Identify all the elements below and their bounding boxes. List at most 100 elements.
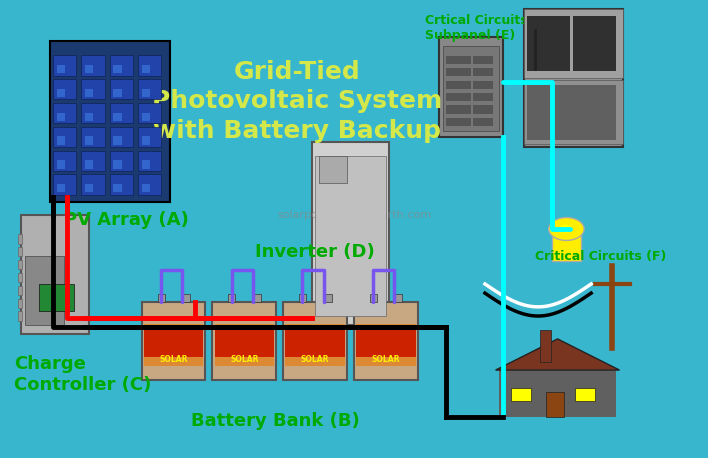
Bar — [354, 302, 418, 380]
Bar — [110, 55, 133, 76]
Circle shape — [549, 218, 584, 240]
Bar — [540, 330, 551, 362]
Bar — [81, 55, 105, 76]
Text: Grid-Tied
Photovoltaic System
with Battery Backup: Grid-Tied Photovoltaic System with Batte… — [152, 60, 442, 143]
Bar — [552, 229, 581, 261]
Bar — [527, 16, 570, 71]
Bar — [524, 80, 623, 144]
Bar — [144, 326, 203, 357]
Text: Critical Circuits (F): Critical Circuits (F) — [535, 250, 666, 262]
Bar — [138, 174, 161, 195]
Bar — [110, 103, 133, 123]
Bar — [21, 215, 88, 334]
Text: PV Array (A): PV Array (A) — [64, 211, 188, 229]
Bar — [18, 260, 22, 269]
Bar — [253, 294, 261, 302]
Bar — [85, 65, 93, 73]
Bar — [446, 81, 471, 89]
Bar — [473, 68, 493, 76]
Bar — [228, 294, 235, 302]
Bar — [113, 160, 122, 169]
Bar — [157, 294, 164, 302]
Bar — [142, 184, 150, 192]
Bar — [113, 184, 122, 192]
Bar — [138, 151, 161, 171]
Bar — [395, 294, 402, 302]
Bar — [18, 234, 22, 244]
Bar — [527, 85, 616, 140]
Bar — [312, 142, 389, 325]
Bar — [575, 388, 595, 401]
Bar — [57, 65, 65, 73]
Bar — [110, 79, 133, 99]
Bar — [510, 388, 531, 401]
Bar — [53, 174, 76, 195]
Bar — [473, 105, 493, 114]
Bar — [142, 65, 150, 73]
Bar — [85, 184, 93, 192]
Bar — [524, 9, 623, 78]
Bar — [57, 184, 65, 192]
Bar — [183, 294, 190, 302]
Bar — [113, 65, 122, 73]
Text: Battery Bank (B): Battery Bank (B) — [191, 412, 360, 430]
Bar — [142, 160, 150, 169]
Bar — [53, 55, 76, 76]
Bar — [473, 118, 493, 126]
Bar — [356, 326, 416, 357]
Bar — [81, 103, 105, 123]
Bar — [81, 79, 105, 99]
Bar — [113, 136, 122, 145]
Bar — [215, 326, 274, 357]
Bar — [81, 151, 105, 171]
Bar — [81, 127, 105, 147]
Bar — [39, 284, 74, 311]
Bar — [57, 113, 65, 121]
Text: SOLAR: SOLAR — [230, 354, 258, 364]
Text: SOLAR: SOLAR — [372, 354, 400, 364]
Bar — [446, 118, 471, 126]
Bar — [113, 89, 122, 97]
Bar — [110, 127, 133, 147]
Bar — [18, 299, 22, 308]
Bar — [546, 392, 564, 417]
Bar — [50, 41, 170, 202]
Text: Inverter (D): Inverter (D) — [255, 243, 375, 261]
Bar — [499, 370, 616, 417]
Text: SOLAR: SOLAR — [159, 354, 188, 364]
Bar — [110, 151, 133, 171]
Bar — [439, 37, 503, 137]
Bar — [57, 160, 65, 169]
Bar — [18, 247, 22, 256]
Bar — [442, 46, 499, 131]
Bar — [573, 16, 616, 71]
Bar — [142, 302, 205, 380]
Bar — [142, 89, 150, 97]
Text: SOLAR: SOLAR — [301, 354, 329, 364]
Bar — [53, 103, 76, 123]
Bar — [85, 89, 93, 97]
Bar — [53, 151, 76, 171]
Bar — [473, 93, 493, 101]
Bar — [324, 294, 331, 302]
Bar — [57, 136, 65, 145]
Text: solarpowerplanetearth.com: solarpowerplanetearth.com — [277, 210, 431, 220]
Bar — [138, 79, 161, 99]
Bar — [524, 9, 623, 147]
Bar — [356, 323, 416, 366]
Bar — [110, 174, 133, 195]
Text: Crtical Circuits
Subpanel (E): Crtical Circuits Subpanel (E) — [425, 14, 527, 42]
Bar — [446, 105, 471, 114]
Bar — [25, 256, 64, 325]
Bar — [446, 93, 471, 101]
Bar — [18, 286, 22, 295]
Bar — [18, 311, 22, 321]
Bar — [319, 156, 347, 183]
Bar — [85, 160, 93, 169]
Bar — [212, 302, 276, 380]
Bar — [18, 273, 22, 282]
Text: Charge
Controller (C): Charge Controller (C) — [14, 355, 152, 394]
Bar — [142, 113, 150, 121]
Bar — [315, 156, 386, 316]
Polygon shape — [496, 339, 620, 370]
